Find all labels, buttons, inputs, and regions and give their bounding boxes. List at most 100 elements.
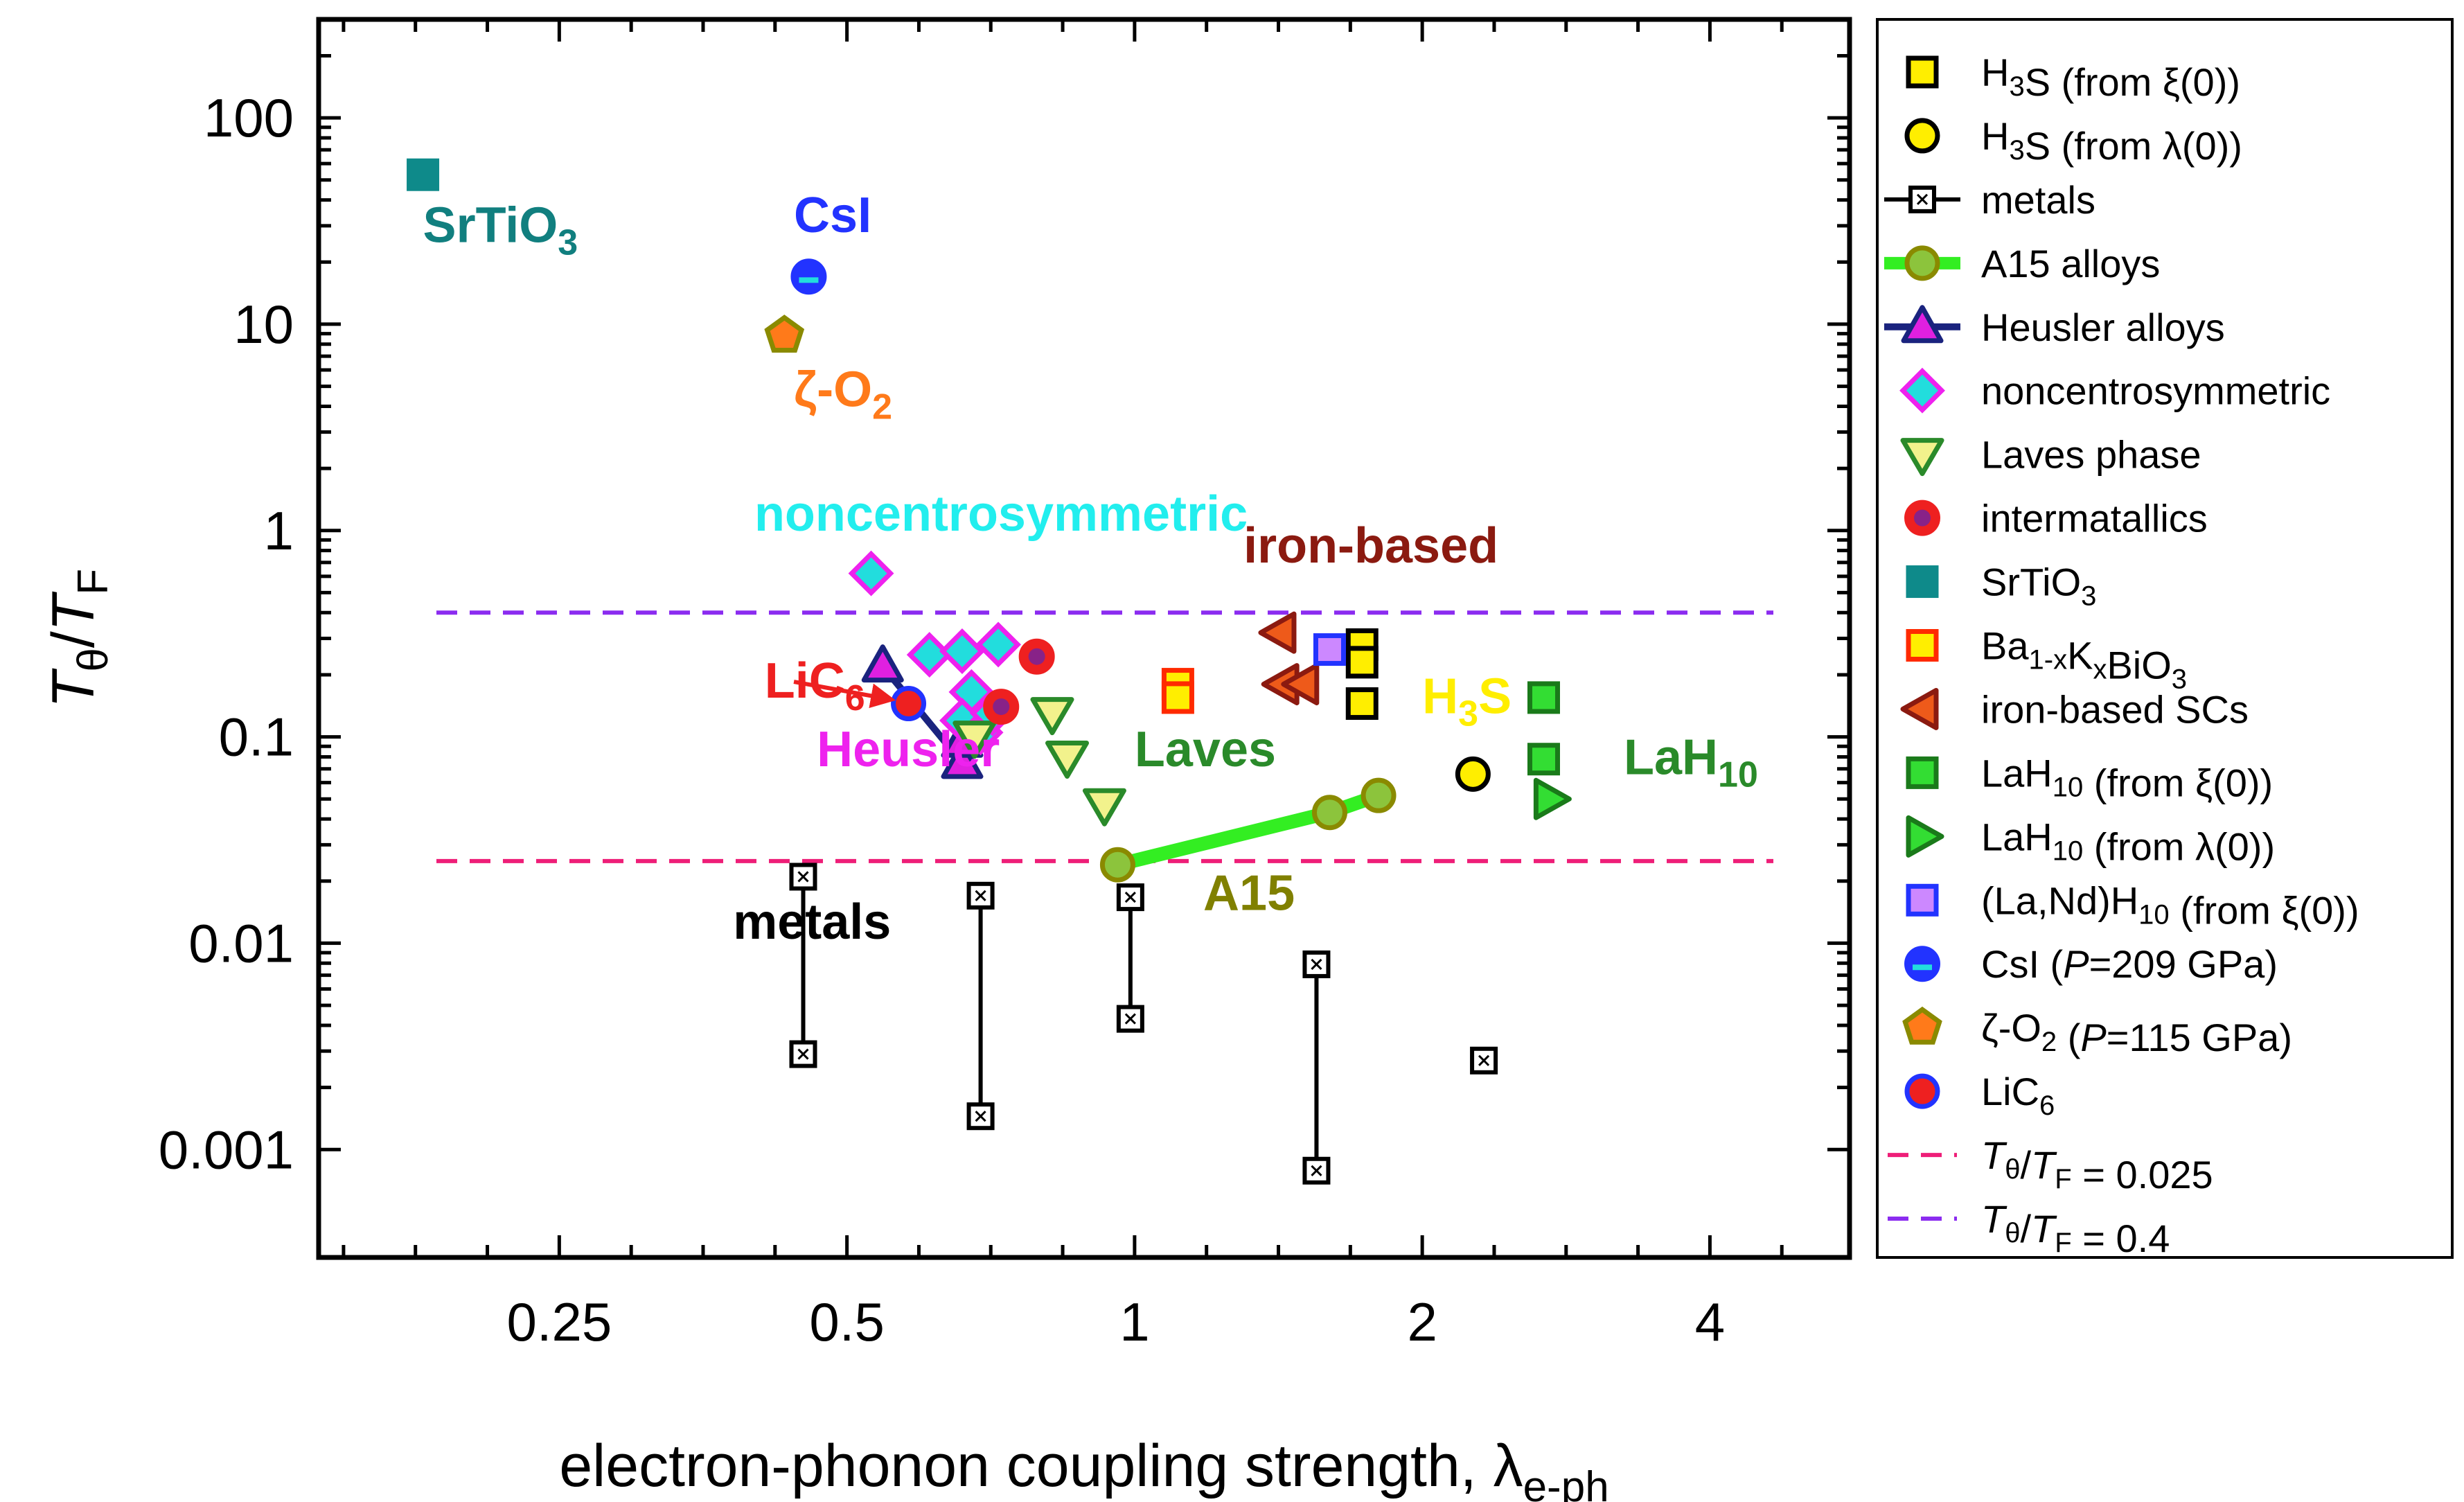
x-axis-title: electron-phonon coupling strength, λe-ph: [559, 1433, 1608, 1502]
marker-srtio3: [407, 158, 440, 191]
legend-item: SrTiO3: [1906, 560, 2096, 612]
legend-label: metals: [1981, 178, 2095, 222]
annotation-csi: CsI: [794, 188, 871, 243]
marker-lah10_lam: [1533, 777, 1572, 820]
marker-landh10: [1313, 633, 1346, 666]
annotation-lah10: LaH10: [1624, 730, 1758, 795]
legend-text-part: (from λ(0)): [2083, 824, 2275, 868]
annotation-a15: A15: [1203, 865, 1295, 921]
y-axis-title: Tθ/TF: [40, 569, 117, 708]
marker-intermet-center: [993, 698, 1010, 716]
marker-zo2: [764, 315, 805, 353]
legend-text-part: (: [2057, 1016, 2081, 1059]
legend-label: CsI (P=209 GPa): [1981, 942, 2278, 986]
marker-lah10_xi: [1527, 681, 1560, 714]
x-tick-label: 0.25: [506, 1291, 612, 1352]
annotation-lic6: LiC6: [765, 653, 865, 718]
legend-sub: 1-x: [2029, 645, 2068, 675]
annotations: SrTiO3 CsIζ-O2noncentrosymmetriciron-base…: [423, 188, 1758, 950]
legend-sub: 3: [2009, 135, 2024, 166]
x-tick-label: 1: [1119, 1291, 1149, 1352]
legend-item: H3S (from ξ(0)): [1906, 51, 2240, 104]
marker-iron: [1281, 663, 1320, 706]
marker-h3s_xi: [1345, 687, 1379, 721]
legend-text-part: LaH: [1981, 751, 2053, 795]
legend-item: A15 alloys: [1884, 242, 2160, 285]
annotation-text: A15: [1203, 865, 1295, 921]
legend-item: Tθ/TF = 0.025: [1888, 1133, 2213, 1196]
annotation-tail: S: [1478, 669, 1512, 725]
legend-item: H3S (from λ(0)): [1904, 114, 2242, 168]
legend-label: SrTiO3: [1981, 560, 2096, 612]
marker-metals: [1470, 1046, 1498, 1075]
annotation-text: Heusler: [817, 722, 1000, 777]
legend-marker-center: [1914, 509, 1931, 527]
legend-text-part: /: [2020, 1207, 2031, 1251]
legend-marker: [1904, 946, 1940, 982]
annotation-sub: 3: [1458, 694, 1478, 734]
marker-metals: [1302, 950, 1331, 978]
marker-laves: [1045, 740, 1090, 779]
legend-text-part: CsI (: [1981, 942, 2064, 986]
legend-item: intermatallics: [1904, 497, 2208, 540]
annotation-text: metals: [733, 894, 891, 950]
legend-label: iron-based SCs: [1981, 687, 2249, 731]
annotation-text: SrTiO: [423, 197, 558, 253]
legend-text-part: = 0.025: [2072, 1153, 2213, 1196]
legend-marker: [1906, 55, 1939, 89]
marker-lah10_xi: [1527, 743, 1560, 776]
marker-noncentro: [975, 621, 1022, 668]
y-tick-label: 0.1: [219, 707, 294, 768]
legend-marker-cross: [1916, 193, 1929, 205]
legend-italic: P: [2063, 942, 2089, 986]
legend-item: Ba1-xKxBiO3: [1906, 624, 2187, 695]
marker-laves: [952, 721, 997, 759]
legend-text-part: H: [1981, 114, 2009, 158]
legend-label: Ba1-xKxBiO3: [1981, 624, 2187, 695]
legend-sub: 10: [2053, 772, 2084, 802]
legend-sub: 3: [2009, 71, 2024, 102]
legend-text-part: = 0.4: [2072, 1217, 2170, 1260]
x-tick-label: 4: [1695, 1291, 1725, 1352]
marker-heusler: [941, 741, 984, 779]
legend-text-part: iron-based SCs: [1981, 687, 2249, 731]
annotation-text: H: [1422, 669, 1458, 725]
legend-italic: T: [2031, 1207, 2057, 1251]
legend-marker: [1904, 1073, 1940, 1109]
marker-h3s_lam: [1455, 756, 1491, 792]
marker-a15: [1360, 777, 1397, 813]
legend-text-part: =209 GPa): [2089, 942, 2278, 986]
annotation-sub: 6: [845, 678, 865, 718]
annotation-text: CsI: [794, 188, 871, 243]
legend-italic: T: [1981, 1197, 2007, 1241]
legend-label: LaH10 (from ξ(0)): [1981, 751, 2273, 804]
axis-titles: electron-phonon coupling strength, λe-ph…: [40, 569, 1609, 1502]
legend-item: LaH10 (from ξ(0)): [1906, 751, 2273, 804]
annotation-text: ζ-O: [794, 362, 872, 417]
legend-text-part: metals: [1981, 178, 2095, 222]
legend-text-part: S (from λ(0)): [2025, 124, 2242, 168]
legend-item: Laves phase: [1900, 433, 2201, 477]
marker-csi: [790, 258, 827, 295]
legend-sub: x: [2093, 655, 2107, 685]
marker-intermet-center: [1028, 648, 1045, 665]
marker-metals-cross: [1311, 958, 1322, 970]
legend-italic: T: [2031, 1143, 2057, 1187]
legend-item: ζ-O2 (P=115 GPa): [1902, 1006, 2292, 1059]
y-tick-label: 0.01: [188, 912, 294, 973]
legend-marker: [1904, 118, 1940, 154]
annotation-text: LaH: [1624, 730, 1718, 785]
annotation-sub: 10: [1718, 754, 1758, 795]
legend-item: LaH10 (from λ(0)): [1906, 815, 2275, 868]
legend-text-part: LiC: [1981, 1070, 2039, 1113]
legend-text-part: BiO: [2107, 644, 2171, 687]
legend-text-part: A15 alloys: [1981, 242, 2160, 285]
legend-label: (La,Nd)H10 (from ξ(0)): [1981, 878, 2359, 932]
legend-item: LiC6: [1904, 1070, 2055, 1121]
legend-text-part: Ba: [1981, 624, 2029, 668]
legend-text-part: Heusler alloys: [1981, 306, 2225, 349]
legend-marker: [1899, 367, 1945, 414]
marker-laves: [1030, 697, 1074, 736]
legend-sub: θ: [2005, 1218, 2020, 1248]
x-tick-label: 2: [1407, 1291, 1437, 1352]
